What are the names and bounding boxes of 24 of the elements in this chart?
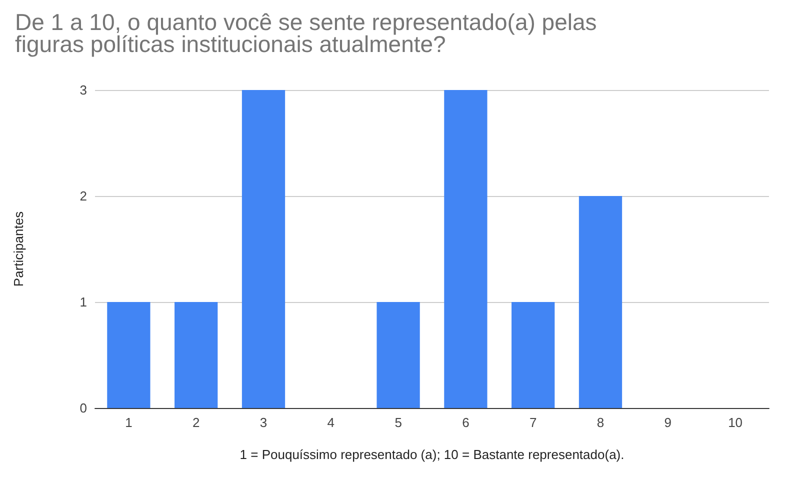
x-tick-label: 6 — [462, 415, 470, 430]
y-axis-title: Participantes — [11, 210, 26, 287]
y-tick-label: 1 — [80, 294, 87, 310]
x-axis-title: 1 = Pouquíssimo representado (a); 10 = Bastante representado(a). — [240, 447, 624, 462]
x-tick-label: 5 — [394, 415, 402, 430]
x-tick-label: 3 — [260, 415, 268, 430]
y-tick-label: 3 — [80, 82, 87, 98]
bar — [512, 302, 555, 408]
bar — [376, 302, 420, 408]
bar — [242, 90, 286, 408]
x-tick-label: 2 — [192, 415, 200, 430]
x-tick-label: 9 — [664, 415, 672, 430]
x-tick-label: 8 — [596, 415, 604, 430]
bar — [444, 90, 488, 408]
x-tick-label: 4 — [327, 415, 335, 430]
y-tick-label: 0 — [80, 400, 87, 416]
x-tick-label: 10 — [728, 415, 743, 430]
x-tick-label: 7 — [529, 415, 537, 430]
bar — [174, 302, 218, 408]
chart-title: De 1 a 10, o quanto você se sente representado(a) pelas figuras políticas institucionais atualmente? — [15, 9, 597, 57]
bar — [107, 302, 150, 408]
y-tick-label: 2 — [80, 188, 87, 204]
x-tick-label: 1 — [125, 415, 132, 430]
bar — [578, 196, 622, 408]
